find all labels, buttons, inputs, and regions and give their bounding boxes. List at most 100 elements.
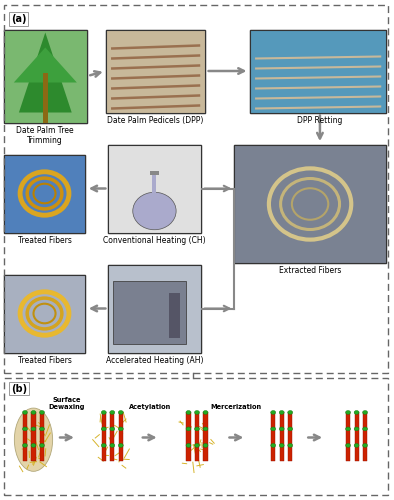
FancyBboxPatch shape [363,445,367,462]
FancyBboxPatch shape [288,445,292,462]
Ellipse shape [118,410,123,414]
FancyBboxPatch shape [280,412,284,428]
FancyBboxPatch shape [186,445,191,462]
Ellipse shape [186,410,191,414]
Text: Treated Fibers: Treated Fibers [18,236,71,245]
FancyBboxPatch shape [271,445,275,462]
FancyBboxPatch shape [152,172,156,195]
Text: Date Palm Tree
Trimming: Date Palm Tree Trimming [17,126,74,146]
Ellipse shape [354,444,359,448]
Text: Conventional Heating (CH): Conventional Heating (CH) [103,236,206,245]
FancyBboxPatch shape [108,145,201,233]
Ellipse shape [279,444,284,448]
FancyBboxPatch shape [234,145,386,262]
FancyBboxPatch shape [186,428,191,445]
Ellipse shape [203,410,208,414]
Ellipse shape [39,410,45,414]
FancyBboxPatch shape [271,428,275,445]
FancyBboxPatch shape [271,412,275,428]
FancyBboxPatch shape [110,412,114,428]
FancyBboxPatch shape [23,428,27,445]
FancyBboxPatch shape [234,145,386,262]
FancyBboxPatch shape [40,412,44,428]
FancyBboxPatch shape [195,445,199,462]
Text: (a): (a) [11,14,26,24]
Polygon shape [19,32,72,112]
FancyBboxPatch shape [4,155,85,232]
FancyBboxPatch shape [203,412,208,428]
FancyBboxPatch shape [346,412,350,428]
FancyBboxPatch shape [355,412,359,428]
FancyBboxPatch shape [43,72,48,122]
Ellipse shape [288,410,293,414]
FancyBboxPatch shape [150,171,159,175]
FancyBboxPatch shape [4,275,85,352]
Ellipse shape [101,410,106,414]
FancyBboxPatch shape [110,445,114,462]
FancyBboxPatch shape [102,412,106,428]
Text: DPP Retting: DPP Retting [297,116,343,125]
Polygon shape [14,48,77,82]
Text: Extracted Fibers: Extracted Fibers [279,266,341,275]
FancyBboxPatch shape [119,412,123,428]
Ellipse shape [279,410,284,414]
Ellipse shape [346,444,351,448]
Ellipse shape [271,444,276,448]
FancyBboxPatch shape [195,412,199,428]
FancyBboxPatch shape [108,145,201,233]
FancyBboxPatch shape [203,445,208,462]
Ellipse shape [118,427,123,431]
Ellipse shape [195,427,199,431]
Ellipse shape [288,444,293,448]
Ellipse shape [31,444,36,448]
FancyBboxPatch shape [346,428,350,445]
FancyBboxPatch shape [32,412,35,428]
Ellipse shape [354,410,359,414]
Ellipse shape [110,444,115,448]
FancyBboxPatch shape [363,412,367,428]
Text: Date Palm Pedicels (DPP): Date Palm Pedicels (DPP) [108,116,204,125]
Ellipse shape [110,410,115,414]
FancyBboxPatch shape [102,445,106,462]
FancyBboxPatch shape [280,428,284,445]
FancyBboxPatch shape [119,445,123,462]
Text: (b): (b) [11,384,27,394]
FancyBboxPatch shape [119,428,123,445]
FancyBboxPatch shape [32,445,35,462]
Text: Treated Fibers: Treated Fibers [18,356,71,365]
FancyBboxPatch shape [346,445,350,462]
Ellipse shape [39,427,45,431]
FancyBboxPatch shape [108,265,201,352]
FancyBboxPatch shape [186,412,191,428]
FancyBboxPatch shape [203,428,208,445]
Ellipse shape [31,410,36,414]
Ellipse shape [271,410,276,414]
Ellipse shape [362,427,368,431]
FancyBboxPatch shape [40,445,44,462]
Ellipse shape [110,427,115,431]
FancyBboxPatch shape [250,30,386,112]
Ellipse shape [39,444,45,448]
Text: Acetylation: Acetylation [128,404,171,410]
FancyBboxPatch shape [23,412,27,428]
Ellipse shape [346,427,351,431]
FancyBboxPatch shape [280,445,284,462]
Ellipse shape [14,408,53,472]
Ellipse shape [203,444,208,448]
FancyBboxPatch shape [288,412,292,428]
Ellipse shape [22,444,28,448]
FancyBboxPatch shape [195,428,199,445]
Text: Accelerated Heating (AH): Accelerated Heating (AH) [106,356,203,365]
Text: Mercerization: Mercerization [211,404,262,410]
FancyBboxPatch shape [23,445,27,462]
FancyBboxPatch shape [40,428,44,445]
FancyBboxPatch shape [169,292,180,338]
Ellipse shape [354,427,359,431]
FancyBboxPatch shape [288,428,292,445]
FancyBboxPatch shape [4,30,87,122]
Ellipse shape [31,427,36,431]
FancyBboxPatch shape [108,265,201,352]
Ellipse shape [346,410,351,414]
Ellipse shape [203,427,208,431]
FancyBboxPatch shape [32,428,35,445]
